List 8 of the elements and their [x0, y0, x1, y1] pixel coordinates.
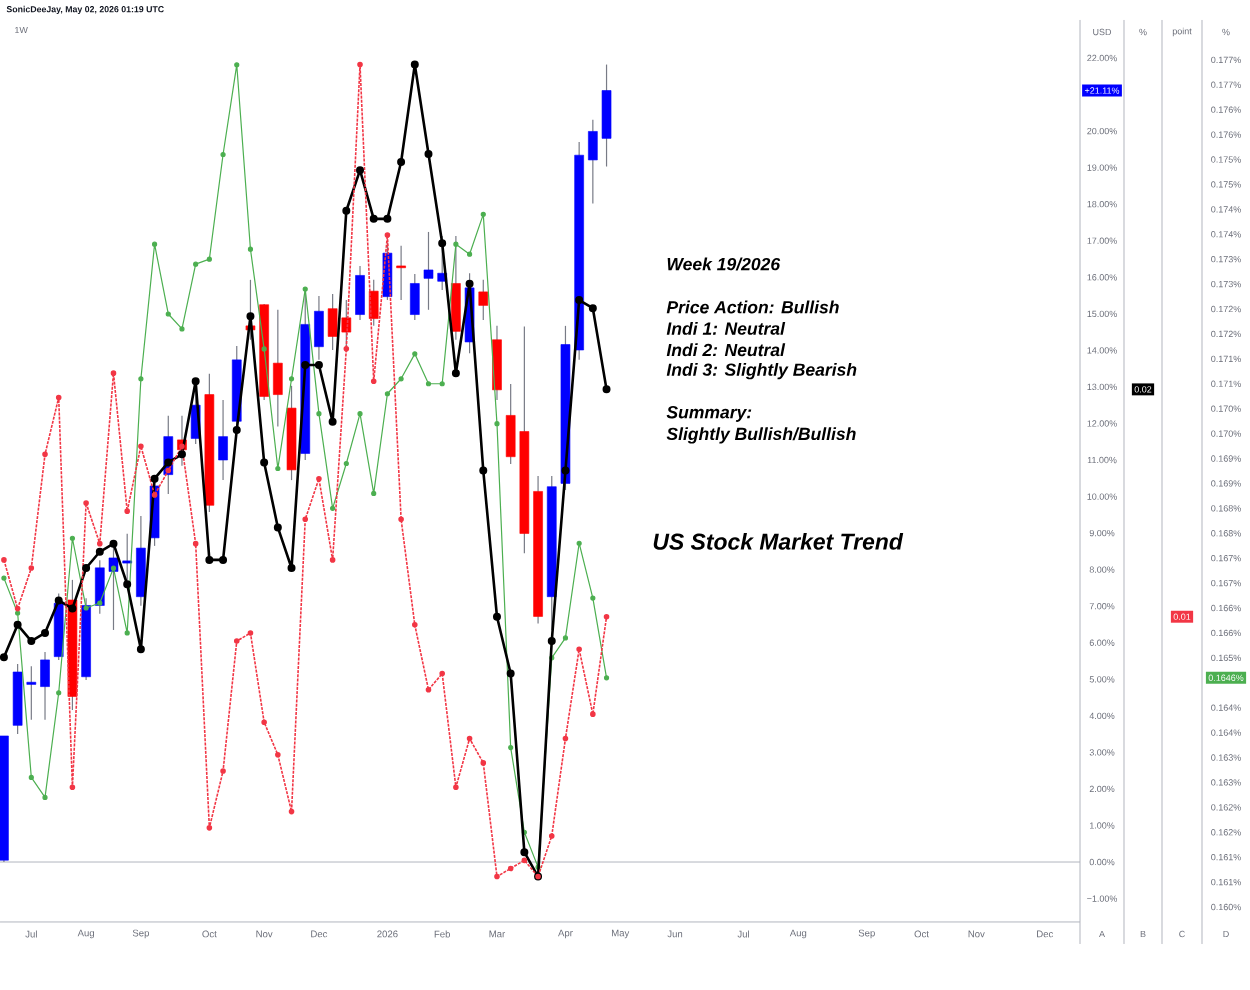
annotation: US Stock Market Trend	[653, 532, 904, 550]
annotation: Indi 3: Slightly Bearish	[666, 362, 857, 380]
annotation: Price Action: Bullish	[666, 300, 839, 314]
annotation: Summary:	[666, 406, 752, 422]
annotation: Indi 2: Neutral	[666, 343, 786, 357]
annotation: Indi 1: Neutral	[666, 321, 786, 335]
annotation: Week 19/2026	[667, 257, 781, 271]
annotation: Slightly Bullish/Bullish	[666, 427, 856, 444]
